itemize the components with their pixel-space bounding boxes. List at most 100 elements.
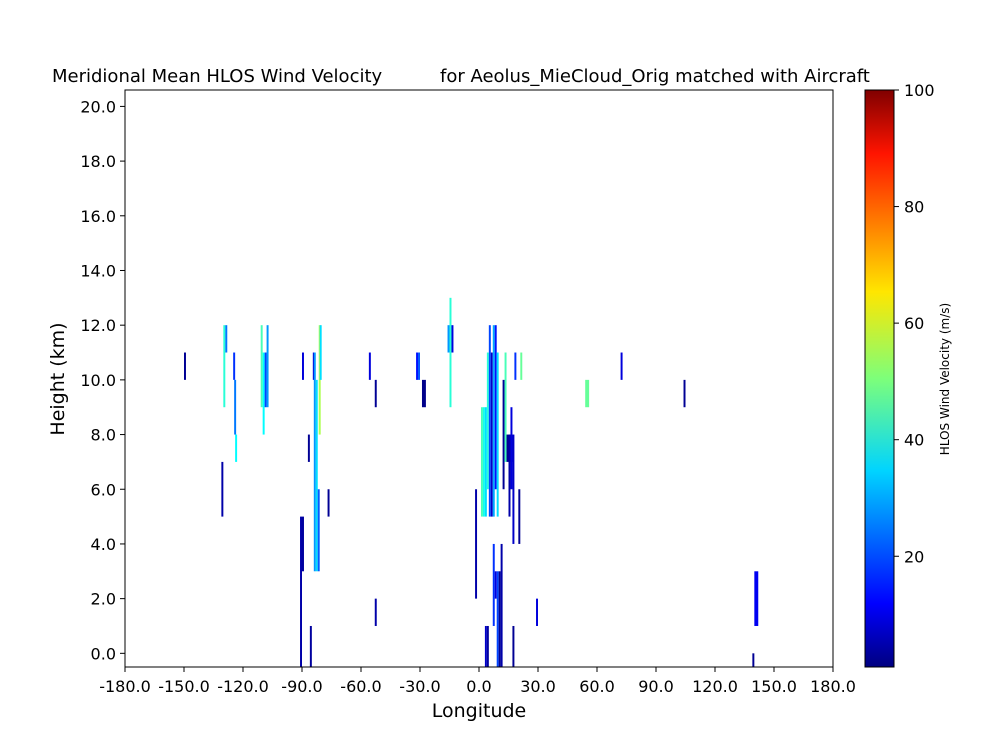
heatmap-cell (300, 516, 302, 667)
x-tick-label: -90.0 (281, 677, 322, 696)
heatmap-cell (500, 543, 503, 667)
heatmap-cell (496, 571, 499, 667)
heatmap-cell (264, 352, 267, 408)
heatmap-cell (266, 325, 269, 408)
heatmap-cell (233, 352, 236, 380)
y-tick-label: 16.0 (80, 207, 116, 226)
x-axis-label: Longitude (432, 700, 527, 722)
colorbar-tick-label: 100 (904, 81, 935, 100)
colorbar-tick-label: 40 (904, 431, 924, 450)
heatmap-cell (262, 352, 265, 435)
y-tick-label: 10.0 (80, 371, 116, 390)
heatmap-cells (184, 297, 759, 667)
y-tick-label: 2.0 (91, 590, 116, 609)
heatmap-cell (492, 543, 495, 626)
heatmap-cell (502, 379, 505, 490)
heatmap-cell (585, 379, 590, 408)
heatmap-cell (512, 625, 515, 667)
x-tick-label: 90.0 (638, 677, 674, 696)
heatmap-cell (494, 571, 497, 599)
x-tick-label: -150.0 (158, 677, 210, 696)
x-tick-label: 150.0 (751, 677, 797, 696)
y-tick-label: 14.0 (80, 261, 116, 280)
heatmap-cell (327, 489, 330, 517)
heatmap-cell (234, 379, 237, 435)
x-tick-label: 60.0 (579, 677, 615, 696)
heatmap-cell (447, 325, 450, 353)
heatmap-cell (302, 516, 304, 572)
colorbar-label: HLOS Wind Velocity (m/s) (938, 303, 952, 455)
heatmap-cell (514, 352, 517, 380)
heatmap-cell (235, 434, 238, 462)
colorbar-tick-label: 80 (904, 198, 924, 217)
heatmap-cell (486, 352, 489, 490)
heatmap-cell (496, 352, 499, 517)
heatmap-cell (309, 625, 312, 667)
heatmap-cell (307, 434, 310, 462)
heatmap-cell (221, 461, 224, 517)
colorbar-tick-label: 20 (904, 547, 924, 566)
colorbar-ticks: 20 40 60 80 100 (894, 81, 935, 566)
heatmap-cell (225, 325, 228, 353)
chart-title-left: Meridional Mean HLOS Wind Velocity (52, 66, 383, 87)
colorbar (864, 89, 895, 668)
heatmap-cell (683, 379, 686, 408)
heatmap-cell (418, 352, 420, 380)
heatmap-cell (486, 625, 489, 667)
x-tick-label: -30.0 (399, 677, 440, 696)
x-axis-ticks: -180.0 -150.0 -120.0 -90.0 -60.0 -30.0 0.0 30.0… (99, 667, 856, 696)
heatmap-cell (494, 325, 497, 490)
heatmap-cell (512, 434, 515, 544)
heatmap-cell (482, 407, 485, 517)
heatmap-cell (302, 352, 304, 380)
heatmap-cell (754, 571, 759, 626)
heatmap-cell (421, 379, 426, 408)
heatmap-cell (498, 571, 501, 667)
heatmap-cell (451, 325, 454, 353)
heatmap-cell (536, 598, 538, 626)
x-tick-label: 120.0 (692, 677, 738, 696)
heatmap-cell (374, 598, 377, 626)
plot-frame (124, 89, 834, 668)
heatmap-cell (492, 325, 495, 517)
heatmap-cell (490, 352, 493, 517)
heatmap-cell (504, 352, 507, 462)
heatmap-cell (319, 325, 322, 380)
heatmap-cell (488, 325, 491, 517)
x-tick-label: -180.0 (99, 677, 151, 696)
heatmap-cell (368, 352, 371, 380)
y-tick-label: 8.0 (91, 426, 116, 445)
heatmap-cell (510, 407, 513, 490)
heatmap-cell (752, 653, 755, 667)
heatmap-cell (317, 489, 320, 572)
heatmap-cell (374, 379, 377, 408)
heatmap-cell (315, 379, 318, 572)
heatmap-cell (184, 352, 186, 380)
heatmap-cell (520, 352, 523, 380)
heatmap-cell (313, 352, 316, 572)
y-axis-label: Height (km) (47, 322, 69, 435)
heatmap-cell (449, 297, 452, 408)
y-tick-label: 6.0 (91, 480, 116, 499)
heatmap-cell (416, 352, 419, 380)
heatmap-cell (475, 489, 478, 599)
heatmap-cell (484, 625, 487, 667)
y-tick-label: 0.0 (91, 644, 116, 663)
x-tick-label: 30.0 (520, 677, 556, 696)
y-axis-ticks: 0.0 2.0 4.0 6.0 8.0 10.0 12.0 14.0 16.0 18.0 20.0 (80, 97, 125, 663)
heatmap-cell (480, 407, 483, 517)
heatmap-cell (518, 489, 521, 544)
x-tick-label: -60.0 (340, 677, 381, 696)
x-tick-label: 0.0 (466, 677, 491, 696)
colorbar-tick-label: 60 (904, 314, 924, 333)
x-tick-label: 180.0 (810, 677, 856, 696)
heatmap-cell (508, 434, 511, 517)
y-tick-label: 20.0 (80, 97, 116, 116)
y-tick-label: 18.0 (80, 152, 116, 171)
y-tick-label: 12.0 (80, 316, 116, 335)
y-tick-label: 4.0 (91, 535, 116, 554)
heatmap-cell (223, 325, 226, 408)
chart-title-right: for Aeolus_MieCloud_Orig matched with Ai… (440, 66, 870, 87)
heatmap-cell (260, 325, 263, 408)
heatmap-cell (620, 352, 623, 380)
